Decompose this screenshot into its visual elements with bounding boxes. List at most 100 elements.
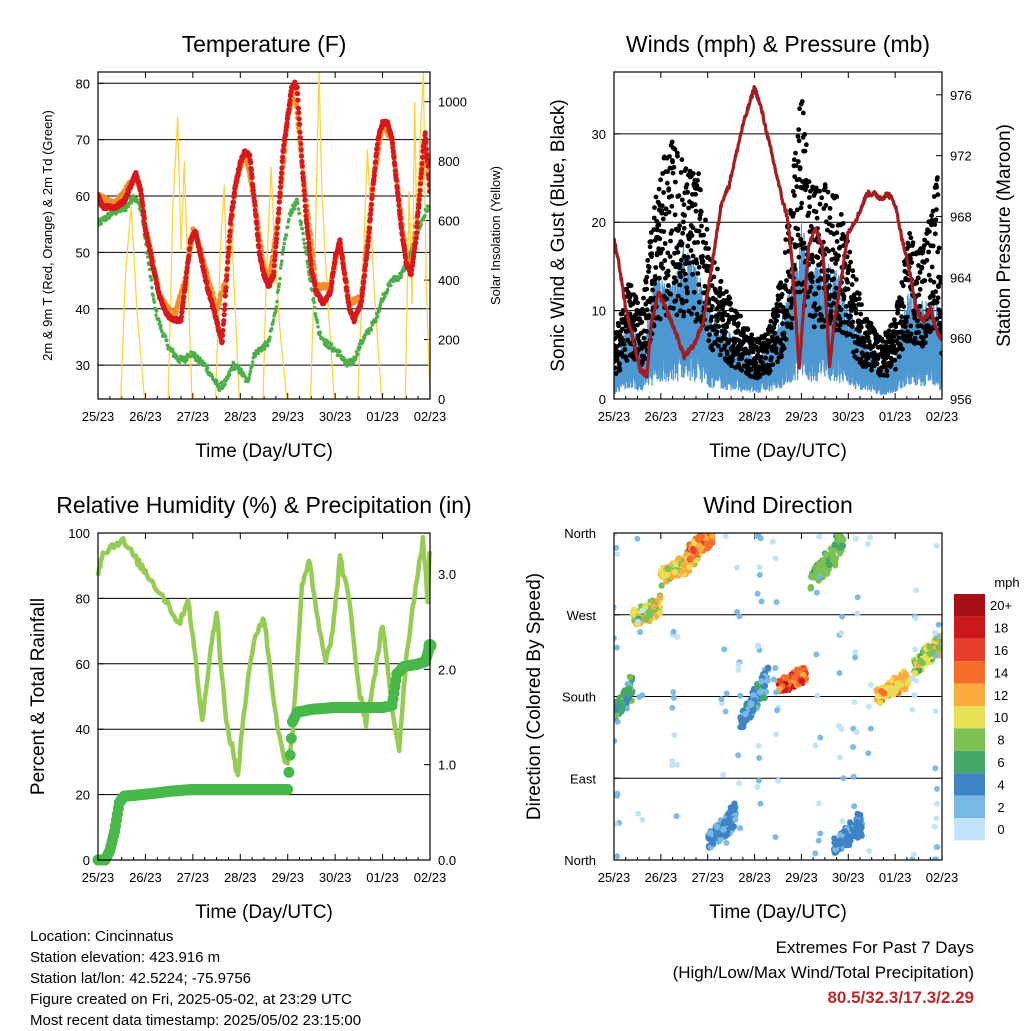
gust-point (634, 296, 639, 301)
dewpoint-point (280, 259, 284, 263)
gust-point (746, 327, 751, 332)
gust-point (659, 262, 664, 267)
gust-point (924, 333, 929, 338)
gust-point (831, 277, 836, 282)
dewpoint-point (276, 288, 280, 292)
gust-point (663, 241, 668, 246)
temp-2m-point (296, 106, 301, 111)
dewpoint-point (282, 242, 286, 246)
gust-point (612, 365, 617, 370)
temp-2m-point (399, 226, 404, 231)
gust-point (680, 231, 685, 236)
gust-point (718, 286, 723, 291)
gust-point (662, 258, 667, 263)
temp-2m-point (301, 178, 306, 183)
gust-point (649, 239, 654, 244)
gust-point (854, 311, 859, 316)
gust-point (854, 277, 859, 282)
temp-2m-point (256, 237, 261, 242)
gust-point (810, 274, 815, 279)
gust-point (826, 268, 831, 273)
dewpoint-point (399, 276, 403, 280)
gust-point (691, 306, 696, 311)
temp-2m-point (302, 198, 307, 203)
dewpoint-point (124, 209, 128, 213)
gust-point (670, 228, 675, 233)
temp-2m-point (220, 333, 225, 338)
temp-2m-point (295, 85, 300, 90)
temp-2m-point (369, 202, 374, 207)
gust-point (810, 253, 815, 258)
gust-point (705, 227, 710, 232)
gust-point (622, 347, 627, 352)
gust-point (817, 189, 822, 194)
gust-point (695, 178, 700, 183)
gust-point (841, 221, 846, 226)
gust-point (802, 132, 807, 137)
dewpoint-point (228, 373, 232, 377)
gust-point (857, 291, 862, 296)
gust-point (793, 151, 798, 156)
dewpoint-point (215, 379, 219, 383)
gust-point (652, 205, 657, 210)
panel-title: Winds (mph) & Pressure (mb) (626, 31, 930, 57)
temp-2m-point (278, 190, 283, 195)
gust-point (925, 258, 930, 263)
gust-point (930, 265, 935, 270)
gust-point (715, 267, 720, 272)
gust-point (866, 335, 871, 340)
x-axis-label: Time (Day/UTC) (195, 441, 333, 462)
temp-2m-point (279, 170, 284, 175)
temp-2m-point (295, 91, 300, 96)
temp-2m-point (271, 269, 276, 274)
gust-point (830, 269, 835, 274)
x-tick-label: 29/23 (785, 409, 818, 424)
gust-point (784, 278, 789, 283)
gust-point (897, 354, 902, 359)
gust-point (666, 269, 671, 274)
gust-point (668, 254, 673, 259)
gust-point (749, 368, 754, 373)
temp-2m-point (230, 204, 235, 209)
dewpoint-point (285, 233, 289, 237)
gust-point (794, 184, 799, 189)
gust-point (759, 355, 764, 360)
gust-point (707, 332, 712, 337)
gust-point (644, 329, 649, 334)
temp-2m-point (424, 147, 429, 152)
temp-2m-point (180, 309, 185, 314)
gust-point (671, 171, 676, 176)
gust-point (834, 194, 839, 199)
gust-point (683, 278, 688, 283)
gust-point (904, 320, 909, 325)
gust-point (617, 362, 622, 367)
gust-point (696, 282, 701, 287)
dewpoint-point (282, 246, 286, 250)
gust-point (730, 358, 735, 363)
gust-point (797, 138, 802, 143)
gust-point (681, 220, 686, 225)
x-tick-label: 25/23 (82, 409, 115, 424)
temp-2m-point (272, 263, 277, 268)
gust-point (677, 283, 682, 288)
gust-point (857, 296, 862, 301)
y-tick-label: 80 (76, 76, 90, 91)
gust-point (736, 321, 741, 326)
gust-point (799, 201, 804, 206)
dewpoint-point (150, 286, 154, 290)
gust-point (774, 350, 779, 355)
temp-2m-point (372, 166, 377, 171)
dewpoint-point (249, 370, 253, 374)
x-tick-label: 02/23 (926, 409, 959, 424)
gust-point (829, 309, 834, 314)
temp-2m-point (417, 193, 422, 198)
y-tick-label: 70 (76, 133, 90, 148)
dewpoint-point (330, 343, 334, 347)
gust-point (835, 230, 840, 235)
dewpoint-point (165, 338, 169, 342)
temp-2m-point (282, 142, 287, 147)
gust-point (763, 356, 768, 361)
gust-point (645, 275, 650, 280)
gust-point (724, 289, 729, 294)
